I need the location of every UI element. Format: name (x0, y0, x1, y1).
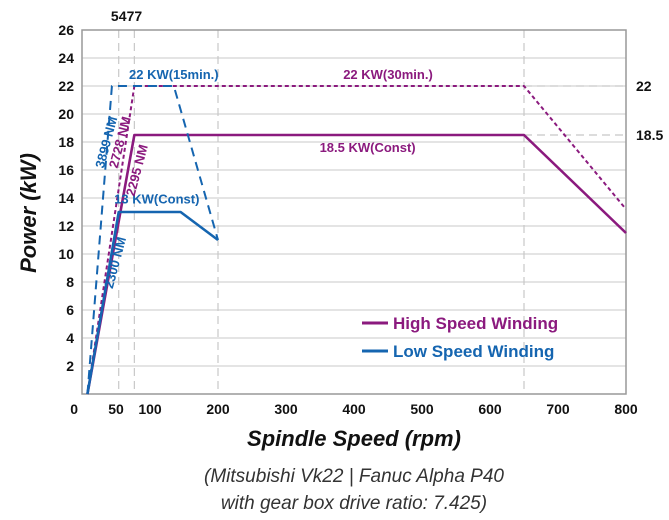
y-tick-label: 8 (66, 274, 74, 290)
annotation-label: 13 KW(Const) (114, 192, 199, 207)
legend: High Speed Winding Low Speed Winding (362, 314, 558, 361)
x-tick-label: 500 (410, 401, 434, 417)
x-tick-label: 300 (274, 401, 298, 417)
plot-frame (81, 29, 627, 395)
y-tick-label: 2 (66, 358, 74, 374)
series-line-continuous (86, 210, 219, 395)
y-tick-label: 6 (66, 302, 74, 318)
series-line-intermittent (86, 85, 219, 395)
y-tick-label: 16 (58, 162, 74, 178)
tick-labels: 0 50 100 200 300 400 500 600 700 8002468101214161… (58, 8, 663, 417)
annotation-label: 22 KW(30min.) (343, 67, 433, 82)
annotation-label: 18.5 KW(Const) (320, 140, 416, 155)
top-tick-label: 77 (127, 8, 143, 24)
x-tick-label: 800 (614, 401, 638, 417)
y-tick-label: 18 (58, 134, 74, 150)
legend-label: High Speed Winding (393, 314, 558, 333)
x-tick-label: 600 (478, 401, 502, 417)
x-tick-label: 200 (206, 401, 230, 417)
y-tick-label: 4 (66, 330, 74, 346)
annotation-label: 22 KW(15min.) (129, 67, 219, 82)
y-tick-label: 10 (58, 246, 74, 262)
x-tick-label: 0 (70, 401, 78, 417)
series-lines (86, 85, 627, 395)
x-axis-title: Spindle Speed (rpm) (247, 426, 461, 451)
caption-line-2: with gear box drive ratio: 7.425) (221, 493, 487, 514)
x-tick-label: 700 (546, 401, 570, 417)
y-tick-label: 20 (58, 106, 74, 122)
series-line-intermittent (86, 85, 627, 395)
annotations: 22 KW(15min.) 22 KW(30min.) 18.5 KW(Const)… (92, 67, 433, 290)
caption-line-1: (Mitsubishi Vk22 | Fanuc Alpha P40 (204, 466, 504, 487)
y-tick-label: 24 (58, 50, 74, 66)
x-tick-label: 50 (108, 401, 124, 417)
x-tick-label: 100 (138, 401, 162, 417)
x-tick-label: 400 (342, 401, 366, 417)
y-axis-title: Power (kW) (16, 153, 41, 273)
right-tick-label: 18.5 (636, 127, 663, 143)
legend-label: Low Speed Winding (393, 342, 554, 361)
right-tick-label: 22 (636, 78, 652, 94)
y-tick-label: 22 (58, 78, 74, 94)
y-tick-label: 26 (58, 22, 74, 38)
y-tick-label: 14 (58, 190, 74, 206)
top-tick-label: 54 (111, 8, 127, 24)
y-tick-label: 12 (58, 218, 74, 234)
